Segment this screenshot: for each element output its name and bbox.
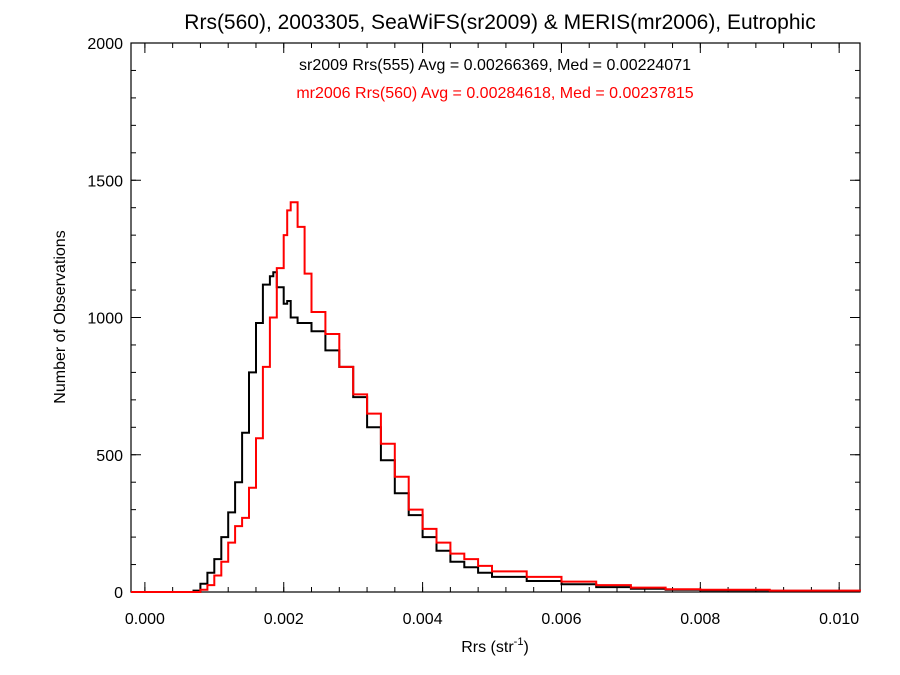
stats-annotation-sr2009: sr2009 Rrs(555) Avg = 0.00266369, Med = … [299, 57, 691, 74]
plot-frame [130, 42, 861, 593]
x-tick-label: 0.004 [403, 611, 443, 628]
y-axis-title: Number of Observations [52, 230, 69, 403]
series-sr2009-line [131, 271, 861, 593]
x-axis-title-close: ) [523, 639, 528, 656]
x-axis-title-main: Rrs (str [461, 639, 514, 656]
x-axis-title-superscript: -1 [514, 636, 524, 648]
series-mr2006-line [131, 201, 861, 593]
chart-title: Rrs(560), 2003305, SeaWiFS(sr2009) & MER… [184, 11, 815, 34]
y-tick-label: 500 [96, 448, 123, 465]
series-layer [131, 201, 861, 593]
stats-annotation-mr2006: mr2006 Rrs(560) Avg = 0.00284618, Med = … [296, 85, 693, 102]
y-tick-label: 1500 [87, 173, 123, 190]
x-tick-label: 0.006 [541, 611, 581, 628]
y-tick-label: 2000 [87, 36, 123, 53]
x-tick-label: 0.010 [819, 611, 859, 628]
y-tick-label: 1000 [87, 311, 123, 328]
x-tick-label: 0.008 [680, 611, 720, 628]
x-tick-label: 0.002 [264, 611, 304, 628]
axis-ticks: 0.000 0.002 0.004 0.006 0.008 0.010 0 500 1000 15… [87, 36, 860, 628]
x-tick-label: 0.000 [125, 611, 165, 628]
y-tick-label: 0 [114, 585, 123, 602]
x-axis-title: Rrs (str-1) [461, 636, 529, 656]
